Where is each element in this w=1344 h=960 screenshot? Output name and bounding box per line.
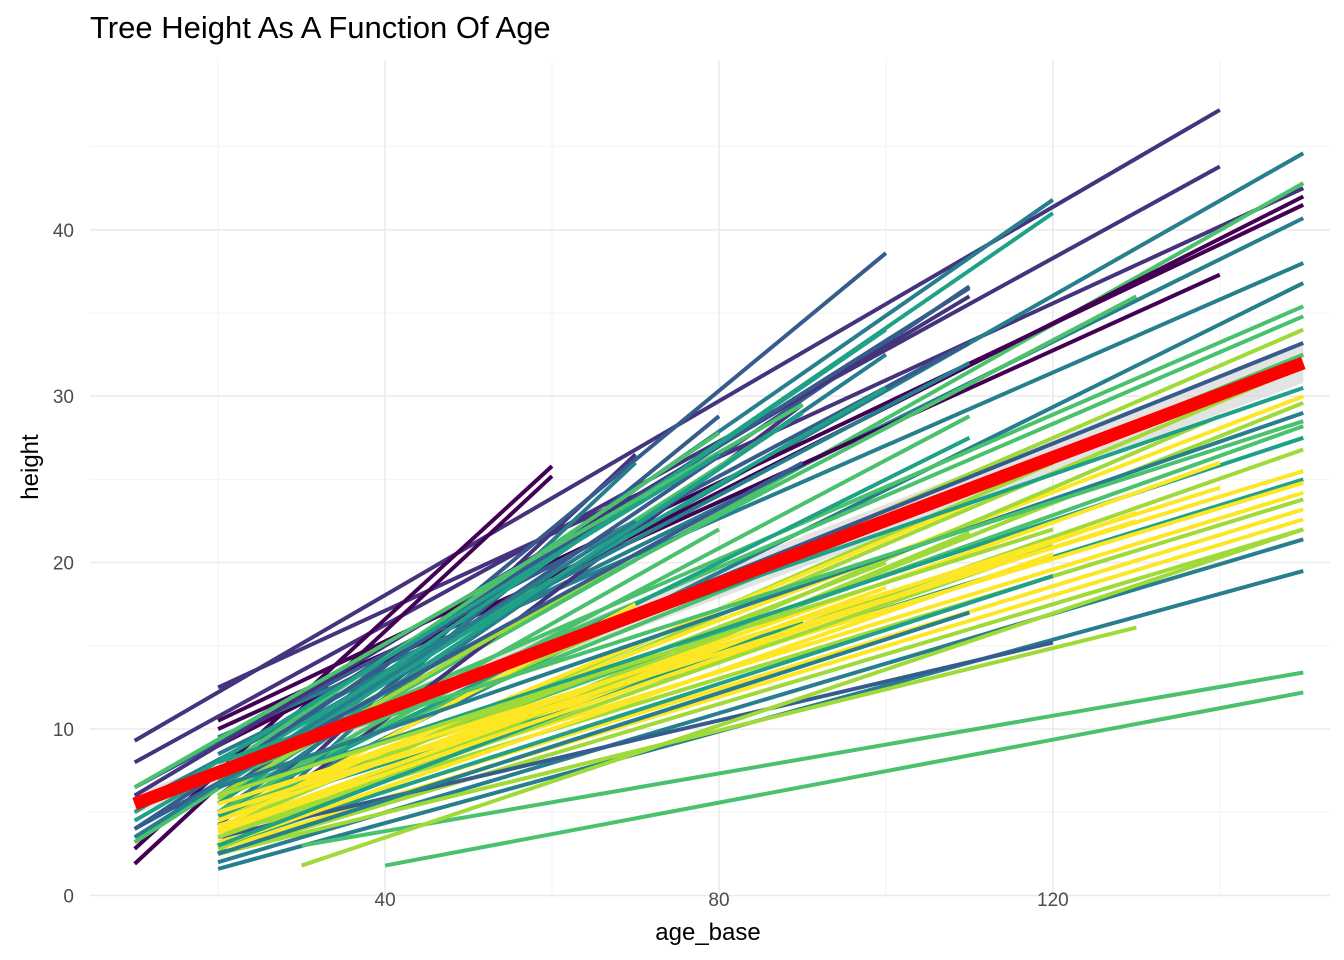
y-tick-label: 30 [53, 387, 74, 408]
series-line [301, 670, 1304, 848]
x-tick-label: 120 [1037, 890, 1069, 911]
y-axis-title: height [17, 434, 44, 500]
series-line [300, 527, 1304, 868]
series-line [133, 519, 637, 839]
series-line [217, 510, 1137, 835]
series-line [217, 552, 1054, 848]
trend-line-group [132, 356, 1306, 811]
series-line [133, 402, 804, 790]
x-tick-label: 40 [375, 890, 396, 911]
x-tick-label: 80 [708, 890, 729, 911]
chart-title: Tree Height As A Function Of Age [90, 10, 551, 45]
series-line [217, 640, 1054, 840]
series-line [133, 452, 721, 814]
series-line [217, 527, 720, 815]
series-line [217, 610, 971, 856]
series-line [217, 519, 1137, 815]
trend-line [132, 356, 1306, 811]
series-line [217, 527, 1304, 856]
series-line [217, 414, 971, 815]
series-line [384, 690, 1304, 868]
series-line [217, 181, 1305, 798]
y-tick-label: 20 [53, 554, 74, 575]
series-line [217, 485, 1221, 806]
tick-labels: 40 80 120 0 10 20 30 40 [53, 221, 1069, 911]
y-tick-label: 40 [53, 221, 74, 242]
y-tick-label: 0 [63, 887, 74, 908]
x-axis-title: age_base [655, 919, 760, 946]
series-line [217, 574, 1054, 848]
y-tick-label: 10 [53, 720, 74, 741]
series-line [217, 502, 971, 823]
series-line [133, 164, 1221, 765]
series-line [217, 419, 1304, 773]
series-line [217, 544, 1054, 840]
series-line [217, 410, 1304, 790]
series-line [217, 431, 721, 773]
series-line [217, 261, 1305, 740]
series-line [217, 527, 1054, 798]
